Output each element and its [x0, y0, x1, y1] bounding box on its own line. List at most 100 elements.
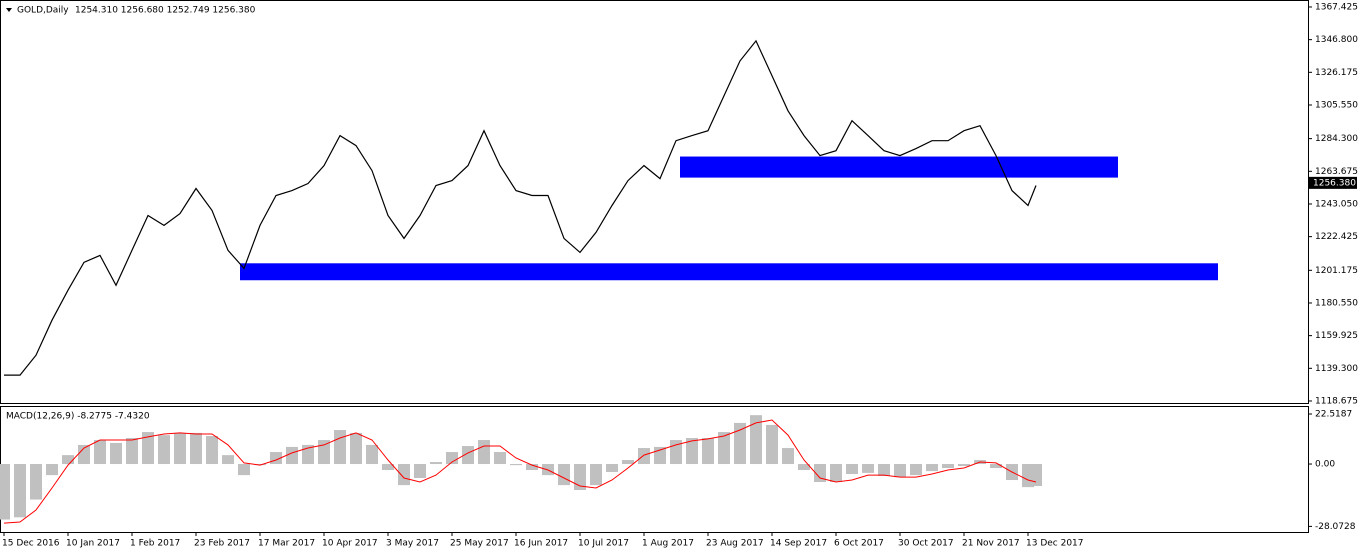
macd-bar: [878, 464, 890, 477]
macd-bar: [30, 464, 42, 500]
macd-bar: [606, 464, 618, 473]
ohlc-text: 1254.310 1256.680 1252.749 1256.380: [75, 6, 256, 16]
macd-bar: [366, 444, 378, 465]
x-tick-label: 21 Nov 2017: [962, 539, 1020, 549]
macd-pane: [0, 406, 1309, 533]
x-tick-label: 1 Aug 2017: [642, 539, 694, 549]
y-tick-label: 1305.550: [1315, 100, 1358, 110]
x-tick-label: 23 Feb 2017: [194, 539, 250, 549]
macd-bar: [510, 464, 522, 466]
y-tick-label: 1367.425: [1315, 2, 1358, 12]
x-tick-label: 13 Dec 2017: [1026, 539, 1084, 549]
macd-bar: [1030, 464, 1042, 487]
macd-bar: [862, 464, 874, 473]
macd-bar: [0, 464, 10, 520]
macd-bar: [782, 448, 794, 465]
macd-bar: [558, 464, 570, 486]
macd-bar: [190, 432, 202, 465]
macd-bar: [398, 464, 410, 486]
symbol-title: GOLD,Daily: [17, 6, 69, 16]
y-tick-label: -28.0728: [1315, 522, 1356, 532]
macd-bar: [14, 464, 26, 518]
x-tick-label: 10 Apr 2017: [322, 539, 378, 549]
macd-bar: [766, 424, 778, 465]
macd-bar: [430, 462, 442, 465]
macd-bar: [686, 438, 698, 465]
macd-bar: [702, 438, 714, 465]
y-tick-label: 1201.175: [1315, 266, 1358, 276]
y-tick-label: 1326.175: [1315, 68, 1358, 78]
y-tick-label: 1346.800: [1315, 35, 1358, 45]
macd-bar: [734, 422, 746, 465]
macd-bar: [942, 464, 954, 469]
macd-bar: [638, 448, 650, 465]
macd-bar: [446, 452, 458, 465]
price-pane: [0, 0, 1309, 404]
macd-bar: [238, 464, 250, 476]
macd-bar: [574, 464, 586, 491]
y-tick-label: 22.5187: [1315, 410, 1352, 420]
x-tick-label: 17 Mar 2017: [258, 539, 315, 549]
macd-bar: [126, 438, 138, 465]
last-price-label: 1256.380: [1313, 178, 1356, 188]
macd-bar: [926, 464, 938, 472]
macd-bar: [830, 464, 842, 483]
macd-bar: [590, 464, 602, 486]
y-tick-label: 1284.300: [1315, 134, 1358, 144]
y-tick-label: 0.00: [1315, 460, 1335, 470]
macd-bar: [158, 435, 170, 465]
macd-bar: [286, 446, 298, 465]
y-tick-label: 1180.550: [1315, 298, 1358, 308]
macd-bar: [78, 444, 90, 465]
macd-bar: [302, 444, 314, 465]
x-tick-label: 6 Oct 2017: [834, 539, 884, 549]
macd-bar: [350, 432, 362, 465]
macd-bar: [222, 455, 234, 465]
menu-arrow: [6, 8, 12, 12]
y-tick-label: 1263.675: [1315, 167, 1358, 177]
y-tick-label: 1139.300: [1315, 364, 1358, 374]
x-tick-label: 25 May 2017: [450, 539, 509, 549]
x-tick-label: 10 Jan 2017: [66, 539, 120, 549]
x-tick-label: 14 Sep 2017: [770, 539, 827, 549]
macd-bar: [110, 442, 122, 465]
macd-bar: [798, 464, 810, 471]
x-tick-label: 30 Oct 2017: [898, 539, 954, 549]
y-tick-label: 1159.925: [1315, 331, 1358, 341]
macd-bar: [990, 464, 1002, 469]
macd-bar: [174, 432, 186, 465]
macd-bar: [334, 430, 346, 465]
macd-title: MACD(12,26,9) -8.2775 -7.4320: [6, 412, 150, 422]
macd-bar: [206, 436, 218, 465]
y-tick-label: 1243.050: [1315, 199, 1358, 209]
macd-bar: [910, 464, 922, 476]
macd-bar: [318, 440, 330, 465]
macd-bar: [526, 464, 538, 471]
y-tick-label: 1118.675: [1315, 396, 1358, 406]
macd-bar: [62, 455, 74, 465]
macd-bar: [478, 440, 490, 465]
macd-bar: [270, 452, 282, 465]
macd-bar: [622, 460, 634, 465]
macd-bar: [750, 415, 762, 465]
x-tick-label: 16 Jun 2017: [514, 539, 568, 549]
price-zone: [680, 156, 1118, 178]
macd-bar: [382, 464, 394, 471]
signal-line: [3, 419, 1037, 524]
macd-bar: [494, 452, 506, 465]
x-tick-label: 15 Dec 2016: [2, 539, 60, 549]
macd-bar: [414, 464, 426, 479]
x-tick-label: 3 May 2017: [386, 539, 439, 549]
macd-bar: [718, 432, 730, 465]
y-tick-label: 1222.425: [1315, 232, 1358, 242]
macd-bar: [462, 446, 474, 465]
macd-bar: [814, 464, 826, 483]
price-zone: [240, 263, 1218, 281]
macd-bar: [94, 440, 106, 465]
x-tick-label: 23 Aug 2017: [706, 539, 764, 549]
price-line: [4, 39, 1037, 376]
last-price-box: [1309, 176, 1357, 189]
macd-bar: [894, 464, 906, 478]
x-tick-label: 1 Feb 2017: [130, 539, 180, 549]
